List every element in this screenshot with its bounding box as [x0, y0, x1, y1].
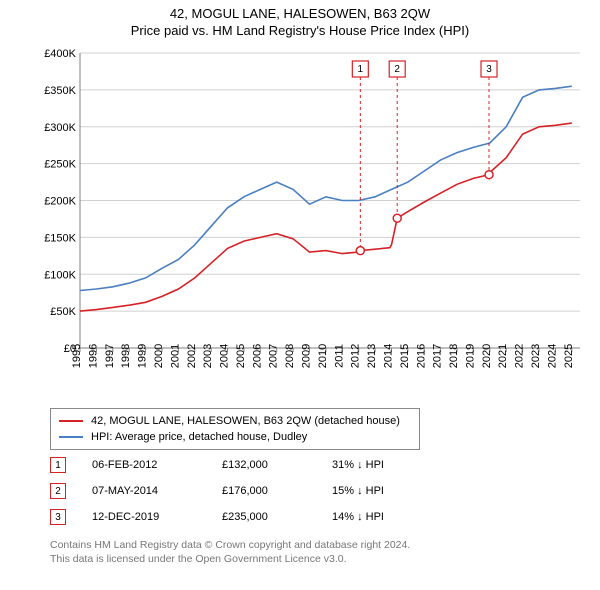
sale-price: £176,000: [222, 485, 332, 497]
svg-text:£100K: £100K: [44, 269, 76, 281]
legend-label-hpi: HPI: Average price, detached house, Dudl…: [91, 429, 307, 445]
svg-text:2001: 2001: [169, 344, 181, 368]
svg-text:£150K: £150K: [44, 232, 76, 244]
svg-text:£250K: £250K: [44, 159, 76, 171]
svg-text:2015: 2015: [399, 344, 411, 368]
svg-text:2013: 2013: [366, 344, 378, 368]
svg-text:2017: 2017: [432, 344, 444, 368]
svg-text:1995: 1995: [71, 344, 83, 368]
svg-text:2010: 2010: [317, 344, 329, 368]
svg-text:2016: 2016: [415, 344, 427, 368]
svg-text:2: 2: [394, 64, 400, 75]
legend-swatch-property: [59, 420, 83, 422]
svg-text:£400K: £400K: [44, 48, 76, 60]
svg-text:2018: 2018: [448, 344, 460, 368]
svg-text:2012: 2012: [350, 344, 362, 368]
svg-text:2020: 2020: [481, 344, 493, 368]
sale-marker-2: 2: [50, 483, 66, 499]
sale-diff: 31% ↓ HPI: [332, 459, 452, 471]
svg-text:2014: 2014: [382, 344, 394, 368]
svg-text:£350K: £350K: [44, 85, 76, 97]
legend-row-property: 42, MOGUL LANE, HALESOWEN, B63 2QW (deta…: [59, 413, 411, 429]
svg-text:1997: 1997: [104, 344, 116, 368]
svg-text:2024: 2024: [546, 344, 558, 368]
chart-titles: 42, MOGUL LANE, HALESOWEN, B63 2QW Price…: [0, 0, 600, 38]
sales-table: 1 06-FEB-2012 £132,000 31% ↓ HPI 2 07-MA…: [50, 452, 452, 530]
price-chart: £0£50K£100K£150K£200K£250K£300K£350K£400…: [40, 48, 585, 378]
svg-text:2000: 2000: [153, 344, 165, 368]
svg-text:2004: 2004: [219, 344, 231, 368]
sale-date: 07-MAY-2014: [92, 485, 222, 497]
svg-text:1996: 1996: [87, 344, 99, 368]
svg-text:£200K: £200K: [44, 196, 76, 208]
svg-text:2006: 2006: [251, 344, 263, 368]
svg-text:2011: 2011: [333, 344, 345, 368]
sale-diff: 15% ↓ HPI: [332, 485, 452, 497]
legend-swatch-hpi: [59, 436, 83, 438]
sale-marker-3: 3: [50, 509, 66, 525]
svg-text:2005: 2005: [235, 344, 247, 368]
chart-svg: £0£50K£100K£150K£200K£250K£300K£350K£400…: [40, 48, 585, 378]
table-row: 1 06-FEB-2012 £132,000 31% ↓ HPI: [50, 452, 452, 478]
sale-diff: 14% ↓ HPI: [332, 511, 452, 523]
svg-text:2008: 2008: [284, 344, 296, 368]
footer-line-1: Contains HM Land Registry data © Crown c…: [50, 538, 410, 552]
svg-text:3: 3: [486, 64, 492, 75]
chart-title-address: 42, MOGUL LANE, HALESOWEN, B63 2QW: [0, 6, 600, 21]
sale-marker-1: 1: [50, 457, 66, 473]
svg-text:2007: 2007: [268, 344, 280, 368]
footer-attribution: Contains HM Land Registry data © Crown c…: [50, 538, 410, 566]
svg-text:2021: 2021: [497, 344, 509, 368]
svg-text:2025: 2025: [563, 344, 575, 368]
table-row: 2 07-MAY-2014 £176,000 15% ↓ HPI: [50, 478, 452, 504]
sale-date: 12-DEC-2019: [92, 511, 222, 523]
svg-text:2022: 2022: [514, 344, 526, 368]
svg-text:1: 1: [358, 64, 364, 75]
svg-text:2003: 2003: [202, 344, 214, 368]
chart-title-subtitle: Price paid vs. HM Land Registry's House …: [0, 23, 600, 38]
sale-date: 06-FEB-2012: [92, 459, 222, 471]
svg-text:£50K: £50K: [50, 306, 76, 318]
footer-line-2: This data is licensed under the Open Gov…: [50, 552, 410, 566]
legend-row-hpi: HPI: Average price, detached house, Dudl…: [59, 429, 411, 445]
legend-label-property: 42, MOGUL LANE, HALESOWEN, B63 2QW (deta…: [91, 413, 400, 429]
svg-text:1999: 1999: [137, 344, 149, 368]
svg-text:1998: 1998: [120, 344, 132, 368]
svg-text:2002: 2002: [186, 344, 198, 368]
svg-text:2023: 2023: [530, 344, 542, 368]
chart-legend: 42, MOGUL LANE, HALESOWEN, B63 2QW (deta…: [50, 408, 420, 450]
svg-text:2009: 2009: [301, 344, 313, 368]
table-row: 3 12-DEC-2019 £235,000 14% ↓ HPI: [50, 504, 452, 530]
sale-price: £235,000: [222, 511, 332, 523]
sale-price: £132,000: [222, 459, 332, 471]
svg-text:£300K: £300K: [44, 122, 76, 134]
svg-text:2019: 2019: [464, 344, 476, 368]
